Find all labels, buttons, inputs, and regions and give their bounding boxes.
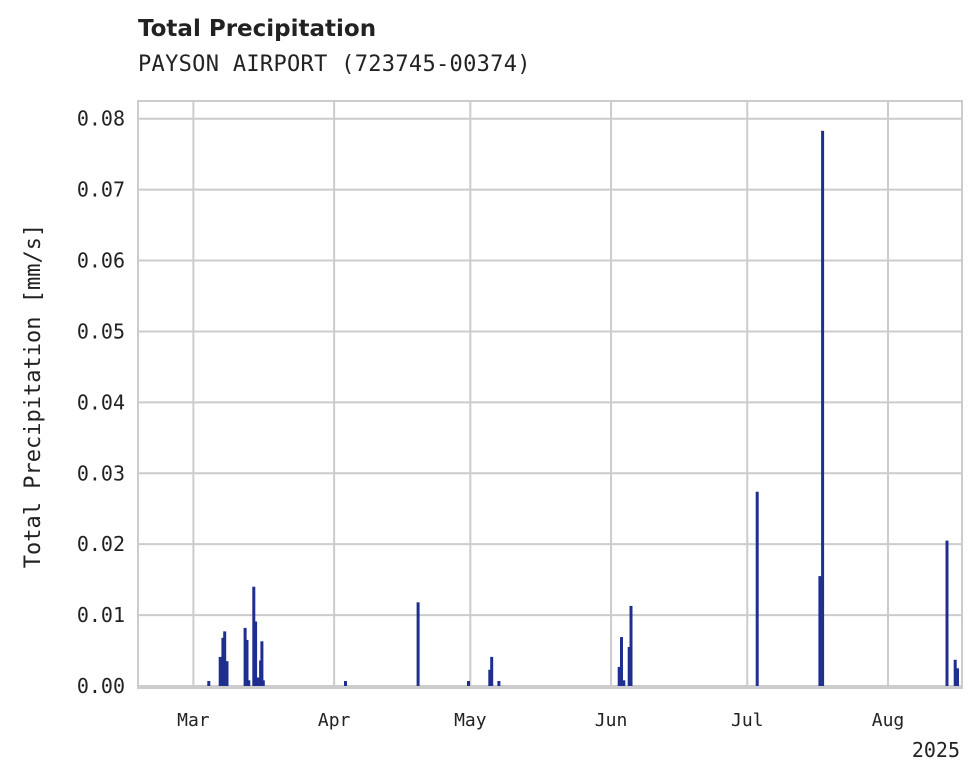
precip-bar — [243, 627, 247, 686]
grid-lines — [138, 101, 962, 688]
data-bars — [207, 130, 959, 687]
y-tick-label: 0.02 — [77, 532, 125, 556]
precip-bar — [488, 669, 492, 686]
y-tick-label: 0.08 — [77, 107, 125, 131]
precip-bar — [223, 631, 227, 686]
precip-bar — [245, 639, 249, 686]
y-tick-label: 0.00 — [77, 674, 125, 698]
precip-bar — [617, 666, 621, 686]
precip-bar — [261, 680, 265, 686]
y-tick-label: 0.07 — [77, 178, 125, 202]
precip-bar — [218, 656, 222, 686]
precip-bar — [221, 637, 225, 686]
precip-bar — [252, 586, 256, 686]
x-tick-label: Apr — [318, 710, 351, 731]
y-tick-label: 0.01 — [77, 603, 125, 627]
y-tick-label: 0.05 — [77, 319, 125, 343]
y-tick-labels: 0.00 0.01 0.02 0.03 0.04 0.05 0.06 0.07 0.08 — [77, 107, 125, 698]
x-tick-label: Mar — [177, 710, 210, 731]
precip-bar — [467, 681, 470, 686]
x-tick-label: Jun — [595, 710, 628, 731]
chart-title: Total Precipitation — [138, 16, 377, 42]
precip-bar — [207, 681, 211, 686]
x-tick-label: Aug — [872, 710, 905, 731]
precip-bar — [247, 680, 251, 686]
year-label: 2025 — [912, 738, 960, 762]
precip-bar — [956, 668, 959, 686]
precip-bar — [344, 681, 347, 686]
precip-bar — [953, 659, 957, 686]
precip-bar — [620, 637, 623, 686]
precip-bar — [225, 661, 229, 686]
x-tick-labels: Mar Apr May Jun Jul Aug — [177, 710, 904, 731]
chart-subtitle: PAYSON AIRPORT (723745-00374) — [138, 52, 531, 77]
y-axis-label: Total Precipitation [mm/s] — [21, 224, 46, 568]
x-tick-label: May — [454, 710, 487, 731]
x-tick-label: Jul — [731, 710, 764, 731]
precip-bar — [821, 130, 825, 687]
y-tick-label: 0.04 — [77, 390, 125, 414]
precip-bar — [629, 605, 633, 686]
y-tick-label: 0.03 — [77, 461, 125, 485]
precip-bar — [254, 621, 258, 686]
y-tick-label: 0.06 — [77, 249, 125, 273]
plot-frame — [137, 100, 963, 689]
precip-bar — [497, 681, 501, 686]
precip-bar — [755, 491, 759, 686]
precip-bar — [818, 576, 822, 686]
precip-bar — [490, 656, 494, 686]
precip-bar — [416, 602, 420, 686]
precip-bar — [622, 680, 626, 686]
precip-bar — [627, 647, 631, 686]
precip-bar — [256, 677, 260, 686]
precip-bar — [945, 540, 949, 686]
precip-bar — [260, 641, 264, 686]
